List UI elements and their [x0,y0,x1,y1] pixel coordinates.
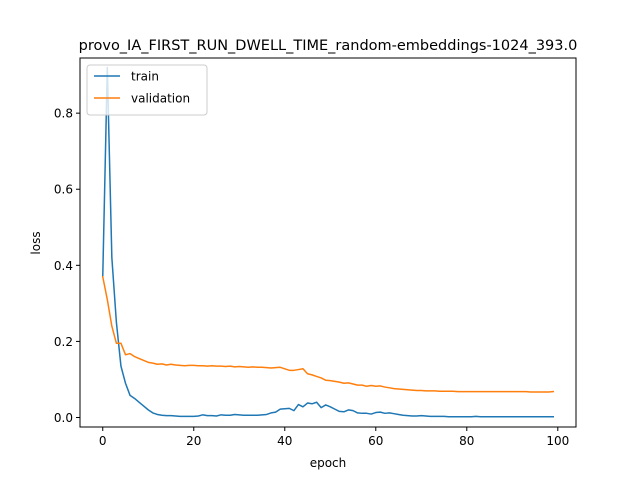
y-tick-label: 0.0 [54,411,73,425]
x-tick-label: 20 [186,434,201,448]
x-tick-label: 40 [277,434,292,448]
x-tick-label: 60 [368,434,383,448]
y-axis-label: loss [29,231,43,254]
chart-title: provo_IA_FIRST_RUN_DWELL_TIME_random-emb… [79,38,578,54]
y-tick-label: 0.2 [54,335,73,349]
legend-label-train: train [131,70,159,84]
x-tick-label: 100 [546,434,569,448]
legend-label-validation: validation [131,92,190,106]
series-line-validation [101,275,555,393]
x-tick-label: 0 [99,434,107,448]
series-line-train [101,66,554,418]
x-tick-label: 80 [459,434,474,448]
legend-box [86,64,208,116]
plot-area [101,66,555,418]
x-axis: 0 20 40 60 80 100 [99,427,569,448]
y-tick-label: 0.6 [54,183,73,197]
x-axis-label: epoch [310,456,347,470]
y-tick-label: 0.8 [54,107,73,121]
y-axis: 0.0 0.2 0.4 0.6 0.8 [54,107,80,425]
axes-frame [79,57,577,428]
legend: train validation [86,64,208,116]
y-tick-label: 0.4 [54,259,73,273]
